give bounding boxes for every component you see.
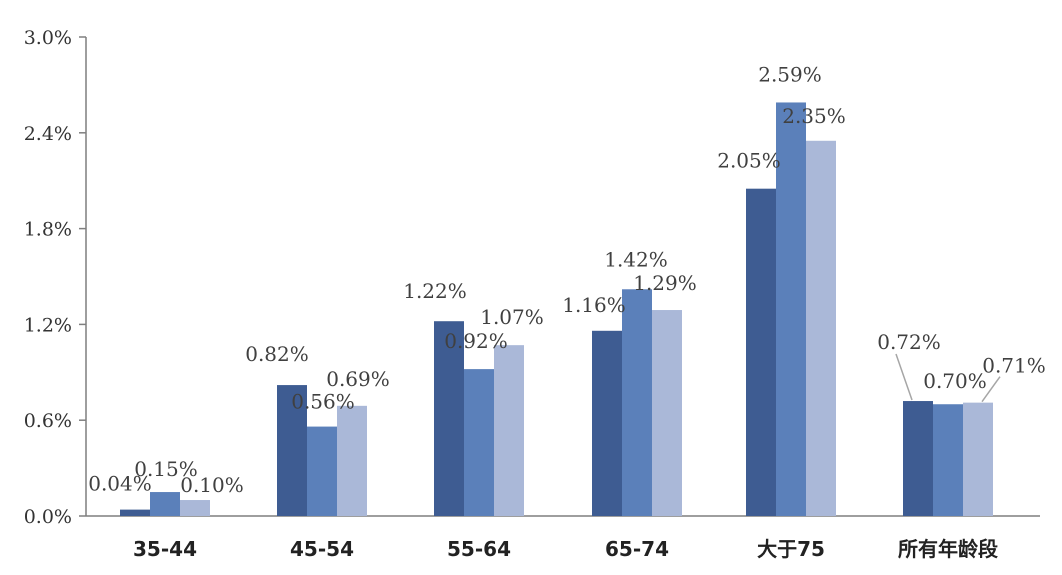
x-tick-label: 45-54 [290, 537, 354, 561]
x-axis: 35-44 45-54 55-64 65-74 大于75 所有年龄段 [86, 515, 1040, 561]
leader-line [895, 353, 913, 401]
y-tick-label: 2.4% [24, 123, 72, 145]
data-label: 0.71% [982, 354, 1046, 378]
data-label: 2.35% [782, 104, 846, 128]
bar [277, 385, 307, 516]
data-label: 0.82% [245, 342, 309, 366]
bar [776, 102, 806, 517]
data-label: 1.16% [562, 293, 626, 317]
bar [592, 330, 622, 516]
x-tick-label: 65-74 [605, 537, 669, 561]
bar [464, 369, 494, 516]
bar [963, 402, 993, 516]
bar [933, 404, 963, 516]
data-label: 1.29% [633, 271, 697, 295]
data-label: 0.92% [444, 329, 508, 353]
y-tick-label: 1.2% [24, 314, 72, 336]
x-tick-label: 55-64 [447, 537, 511, 561]
bar [903, 401, 933, 516]
bar [806, 140, 836, 517]
leader-lines [895, 353, 1001, 403]
data-labels: 0.04% 0.82% 1.22% 1.16% 2.05% 0.72% 0.15% 0.56%… [88, 62, 1046, 497]
leader-line [981, 376, 1001, 403]
y-tick-label: 0.6% [24, 410, 72, 432]
data-label: 2.05% [717, 149, 781, 173]
bar [622, 289, 652, 516]
y-tick-label: 0.0% [24, 506, 72, 528]
y-tick-label: 1.8% [24, 219, 72, 241]
bar [120, 509, 150, 516]
data-label: 1.22% [403, 279, 467, 303]
data-label: 1.07% [480, 305, 544, 329]
data-label: 1.42% [604, 247, 668, 271]
data-label: 0.69% [326, 367, 390, 391]
data-label: 0.56% [291, 390, 355, 414]
x-tick-label: 35-44 [133, 537, 197, 561]
bar [494, 345, 524, 516]
bar [652, 310, 682, 516]
bar [150, 492, 180, 516]
bar [180, 500, 210, 516]
bar [434, 321, 464, 516]
data-label: 0.10% [180, 473, 244, 497]
bar [746, 188, 776, 516]
x-tick-label: 所有年龄段 [898, 537, 998, 561]
data-label: 0.72% [877, 330, 941, 354]
data-label: 0.15% [134, 457, 198, 481]
data-label: 0.70% [923, 369, 987, 393]
bar [337, 405, 367, 516]
x-tick-label: 大于75 [757, 537, 825, 561]
y-tick-label: 3.0% [24, 27, 72, 49]
y-axis: 0.0% 0.6% 1.2% 1.8% 2.4% 3.0% [24, 27, 87, 528]
bars [120, 102, 993, 517]
data-label: 0.04% [88, 472, 152, 496]
data-label: 2.59% [758, 62, 822, 86]
bar [307, 426, 337, 516]
